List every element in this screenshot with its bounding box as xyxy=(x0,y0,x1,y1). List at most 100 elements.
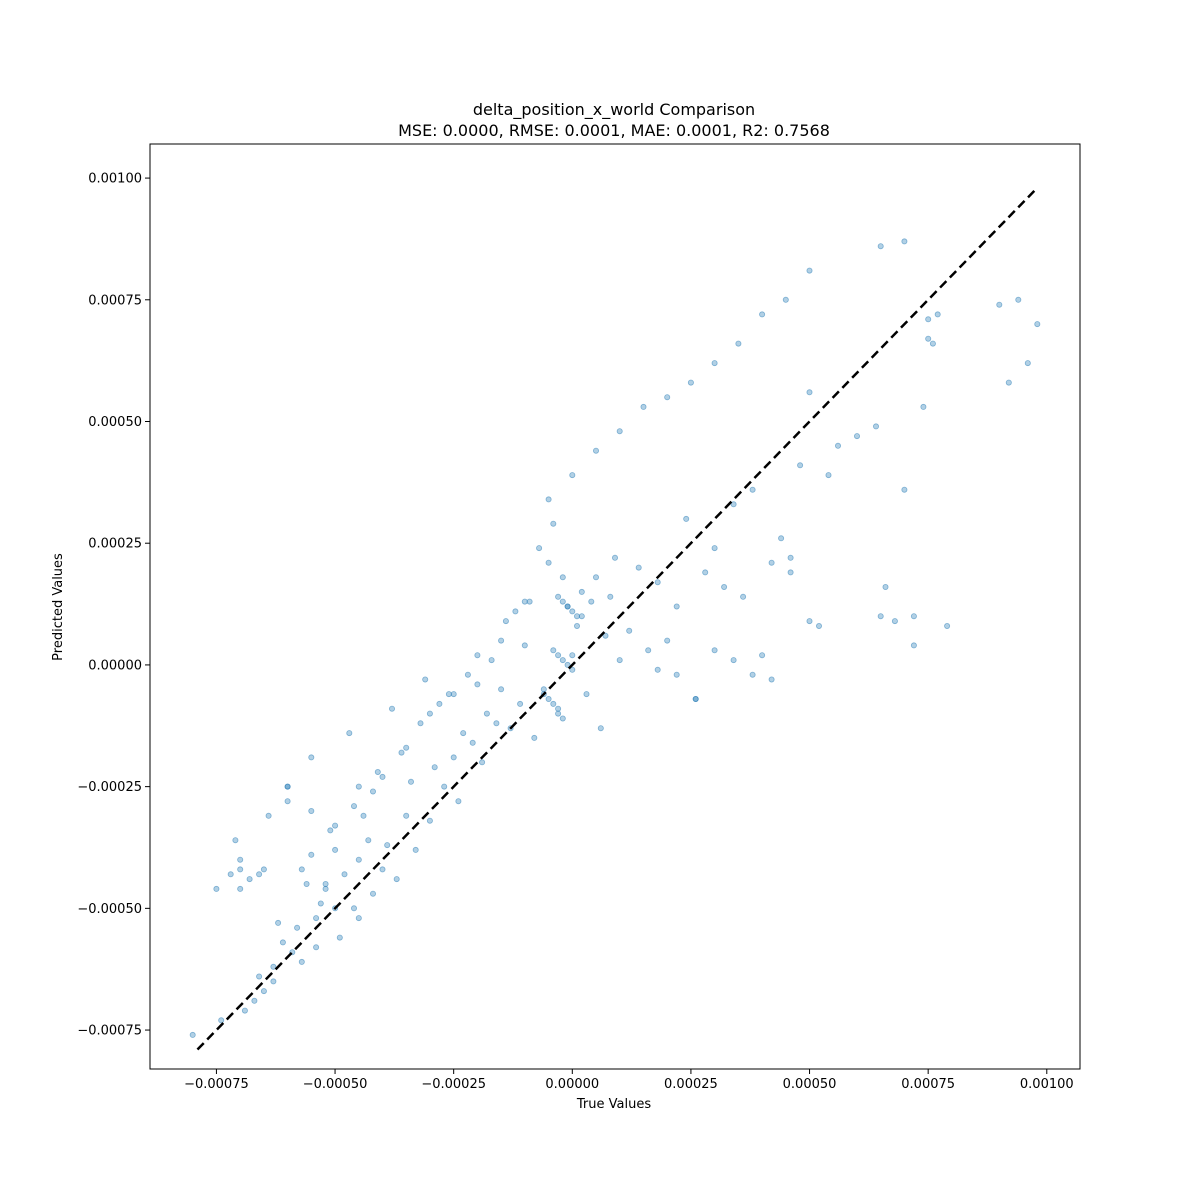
scatter-point xyxy=(929,340,936,347)
y-tick-label: 0.00025 xyxy=(88,537,142,552)
scatter-point xyxy=(578,588,585,595)
scatter-point xyxy=(388,705,395,712)
scatter-point xyxy=(797,462,804,469)
scatter-point xyxy=(436,700,443,707)
scatter-point xyxy=(806,389,813,396)
scatter-point xyxy=(260,866,267,873)
scatter-point xyxy=(355,783,362,790)
scatter-point xyxy=(555,652,562,659)
scatter-point xyxy=(901,238,908,245)
scatter-point xyxy=(873,423,880,430)
scatter-point xyxy=(379,866,386,873)
scatter-point xyxy=(246,876,253,883)
scatter-point xyxy=(597,725,604,732)
scatter-point xyxy=(583,691,590,698)
scatter-point xyxy=(564,661,571,668)
scatter-point xyxy=(920,403,927,410)
scatter-point xyxy=(559,598,566,605)
scatter-point xyxy=(759,311,766,318)
scatter-point xyxy=(479,759,486,766)
scatter-point xyxy=(806,267,813,274)
y-tick-label: 0.00100 xyxy=(88,172,142,187)
y-tick-label: 0.00050 xyxy=(88,415,142,430)
scatter-point xyxy=(426,817,433,824)
scatter-point xyxy=(626,627,633,634)
scatter-point xyxy=(298,958,305,965)
scatter-point xyxy=(545,496,552,503)
scatter-point xyxy=(369,890,376,897)
scatter-point xyxy=(232,837,239,844)
y-tick-label: −0.00025 xyxy=(77,780,142,795)
scatter-point xyxy=(441,783,448,790)
scatter-point xyxy=(521,598,528,605)
scatter-point xyxy=(502,618,509,625)
scatter-point xyxy=(317,900,324,907)
scatter-point xyxy=(284,798,291,805)
scatter-point xyxy=(218,1017,225,1024)
scatter-point xyxy=(327,827,334,834)
scatter-point xyxy=(559,715,566,722)
scatter-point xyxy=(877,243,884,250)
scatter-point xyxy=(355,856,362,863)
scatter-point xyxy=(379,773,386,780)
scatter-point xyxy=(303,881,310,888)
scatter-point xyxy=(241,1007,248,1014)
scatter-point xyxy=(412,846,419,853)
scatter-point xyxy=(645,647,652,654)
scatter-point xyxy=(270,978,277,985)
scatter-point xyxy=(332,822,339,829)
scatter-point xyxy=(730,501,737,508)
scatter-point xyxy=(488,657,495,664)
scatter-point xyxy=(355,915,362,922)
scatter-point xyxy=(616,428,623,435)
scatter-point xyxy=(749,671,756,678)
scatter-point xyxy=(455,798,462,805)
scatter-point xyxy=(540,686,547,693)
scatter-point xyxy=(469,739,476,746)
scatter-point xyxy=(735,340,742,347)
scatter-point xyxy=(555,705,562,712)
scatter-point xyxy=(464,671,471,678)
y-tick-label: 0.00000 xyxy=(88,658,142,673)
scatter-point xyxy=(322,881,329,888)
x-tick-label: 0.00100 xyxy=(1020,1077,1074,1092)
scatter-point xyxy=(934,311,941,318)
scatter-point xyxy=(654,666,661,673)
scatter-point xyxy=(825,472,832,479)
scatter-point xyxy=(227,871,234,878)
scatter-point xyxy=(450,691,457,698)
scatter-point xyxy=(474,681,481,688)
scatter-point xyxy=(393,876,400,883)
scatter-point xyxy=(360,812,367,819)
scatter-point xyxy=(569,652,576,659)
scatter-point xyxy=(759,652,766,659)
scatter-point xyxy=(521,642,528,649)
scatter-point xyxy=(512,608,519,615)
scatter-point xyxy=(426,710,433,717)
y-axis: −0.00075 −0.00050 −0.00025 0.00000 0.00025 0.… xyxy=(77,172,150,1039)
scatter-point xyxy=(403,812,410,819)
scatter-point xyxy=(787,554,794,561)
scatter-point xyxy=(313,915,320,922)
scatter-point xyxy=(588,598,595,605)
scatter-point xyxy=(279,939,286,946)
scatter-point xyxy=(692,696,699,703)
scatter-point xyxy=(417,720,424,727)
scatter-point xyxy=(787,569,794,576)
scatter-point xyxy=(806,618,813,625)
x-tick-label: −0.00050 xyxy=(303,1077,368,1092)
scatter-point xyxy=(925,335,932,342)
scatter-point xyxy=(213,885,220,892)
reference-line xyxy=(196,186,1039,1051)
scatter-point xyxy=(559,574,566,581)
x-tick-label: −0.00025 xyxy=(421,1077,486,1092)
scatter-point xyxy=(602,632,609,639)
scatter-point xyxy=(891,618,898,625)
y-axis-title: Predicted Values xyxy=(51,553,66,661)
x-tick-label: 0.00025 xyxy=(664,1077,718,1092)
scatter-point xyxy=(683,515,690,522)
scatter-point xyxy=(431,764,438,771)
scatter-point xyxy=(308,808,315,815)
chart-title: delta_position_x_world Comparison xyxy=(473,100,755,120)
scatter-point xyxy=(569,666,576,673)
